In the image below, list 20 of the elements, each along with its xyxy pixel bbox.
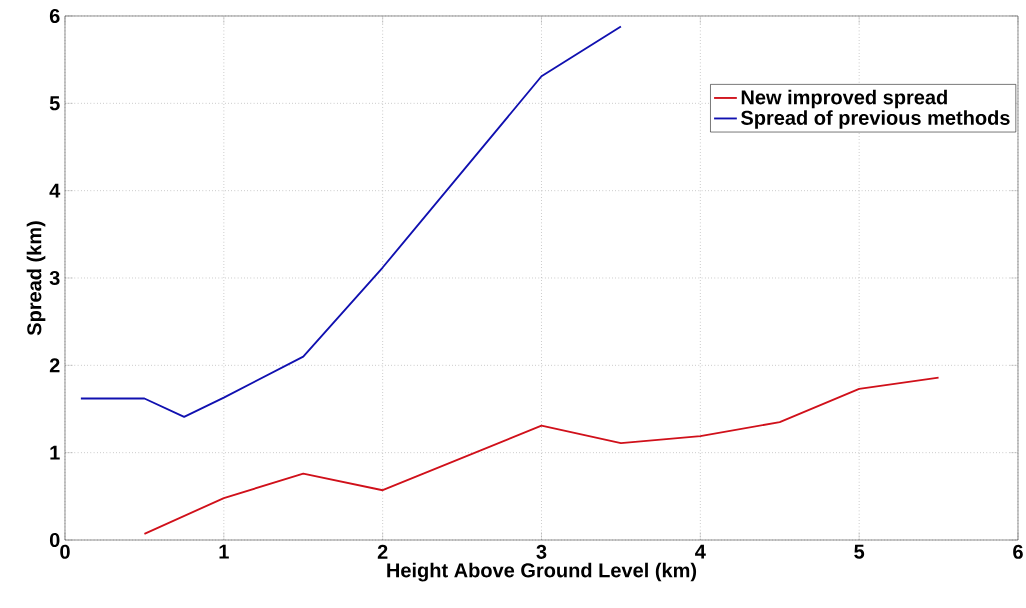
y-tick-label: 5 (49, 96, 60, 111)
x-tick-label: 1 (219, 544, 229, 559)
y-tick-label: 0 (49, 532, 60, 548)
line-series (79, 25, 622, 418)
x-tick-label: 0 (60, 544, 70, 559)
y-tick-label: 1 (50, 445, 60, 460)
legend-label: New improved spread (741, 89, 947, 109)
line-series (143, 376, 940, 535)
y-tick-label: 4 (49, 183, 61, 198)
x-tick-label: 3 (536, 544, 547, 559)
y-axis-title: Spread (km) (26, 221, 46, 336)
y-tick-label: 6 (49, 8, 60, 24)
y-tick-label: 2 (49, 358, 60, 373)
y-tick-label: 3 (49, 270, 60, 286)
x-axis-title: Height Above Ground Level (km) (387, 562, 697, 582)
legend-label: Spread of previous methods (741, 110, 1010, 129)
x-tick-label: 2 (377, 544, 388, 559)
x-tick-label: 6 (1013, 544, 1023, 559)
x-tick-label: 5 (854, 544, 865, 559)
x-tick-label: 4 (695, 544, 706, 559)
